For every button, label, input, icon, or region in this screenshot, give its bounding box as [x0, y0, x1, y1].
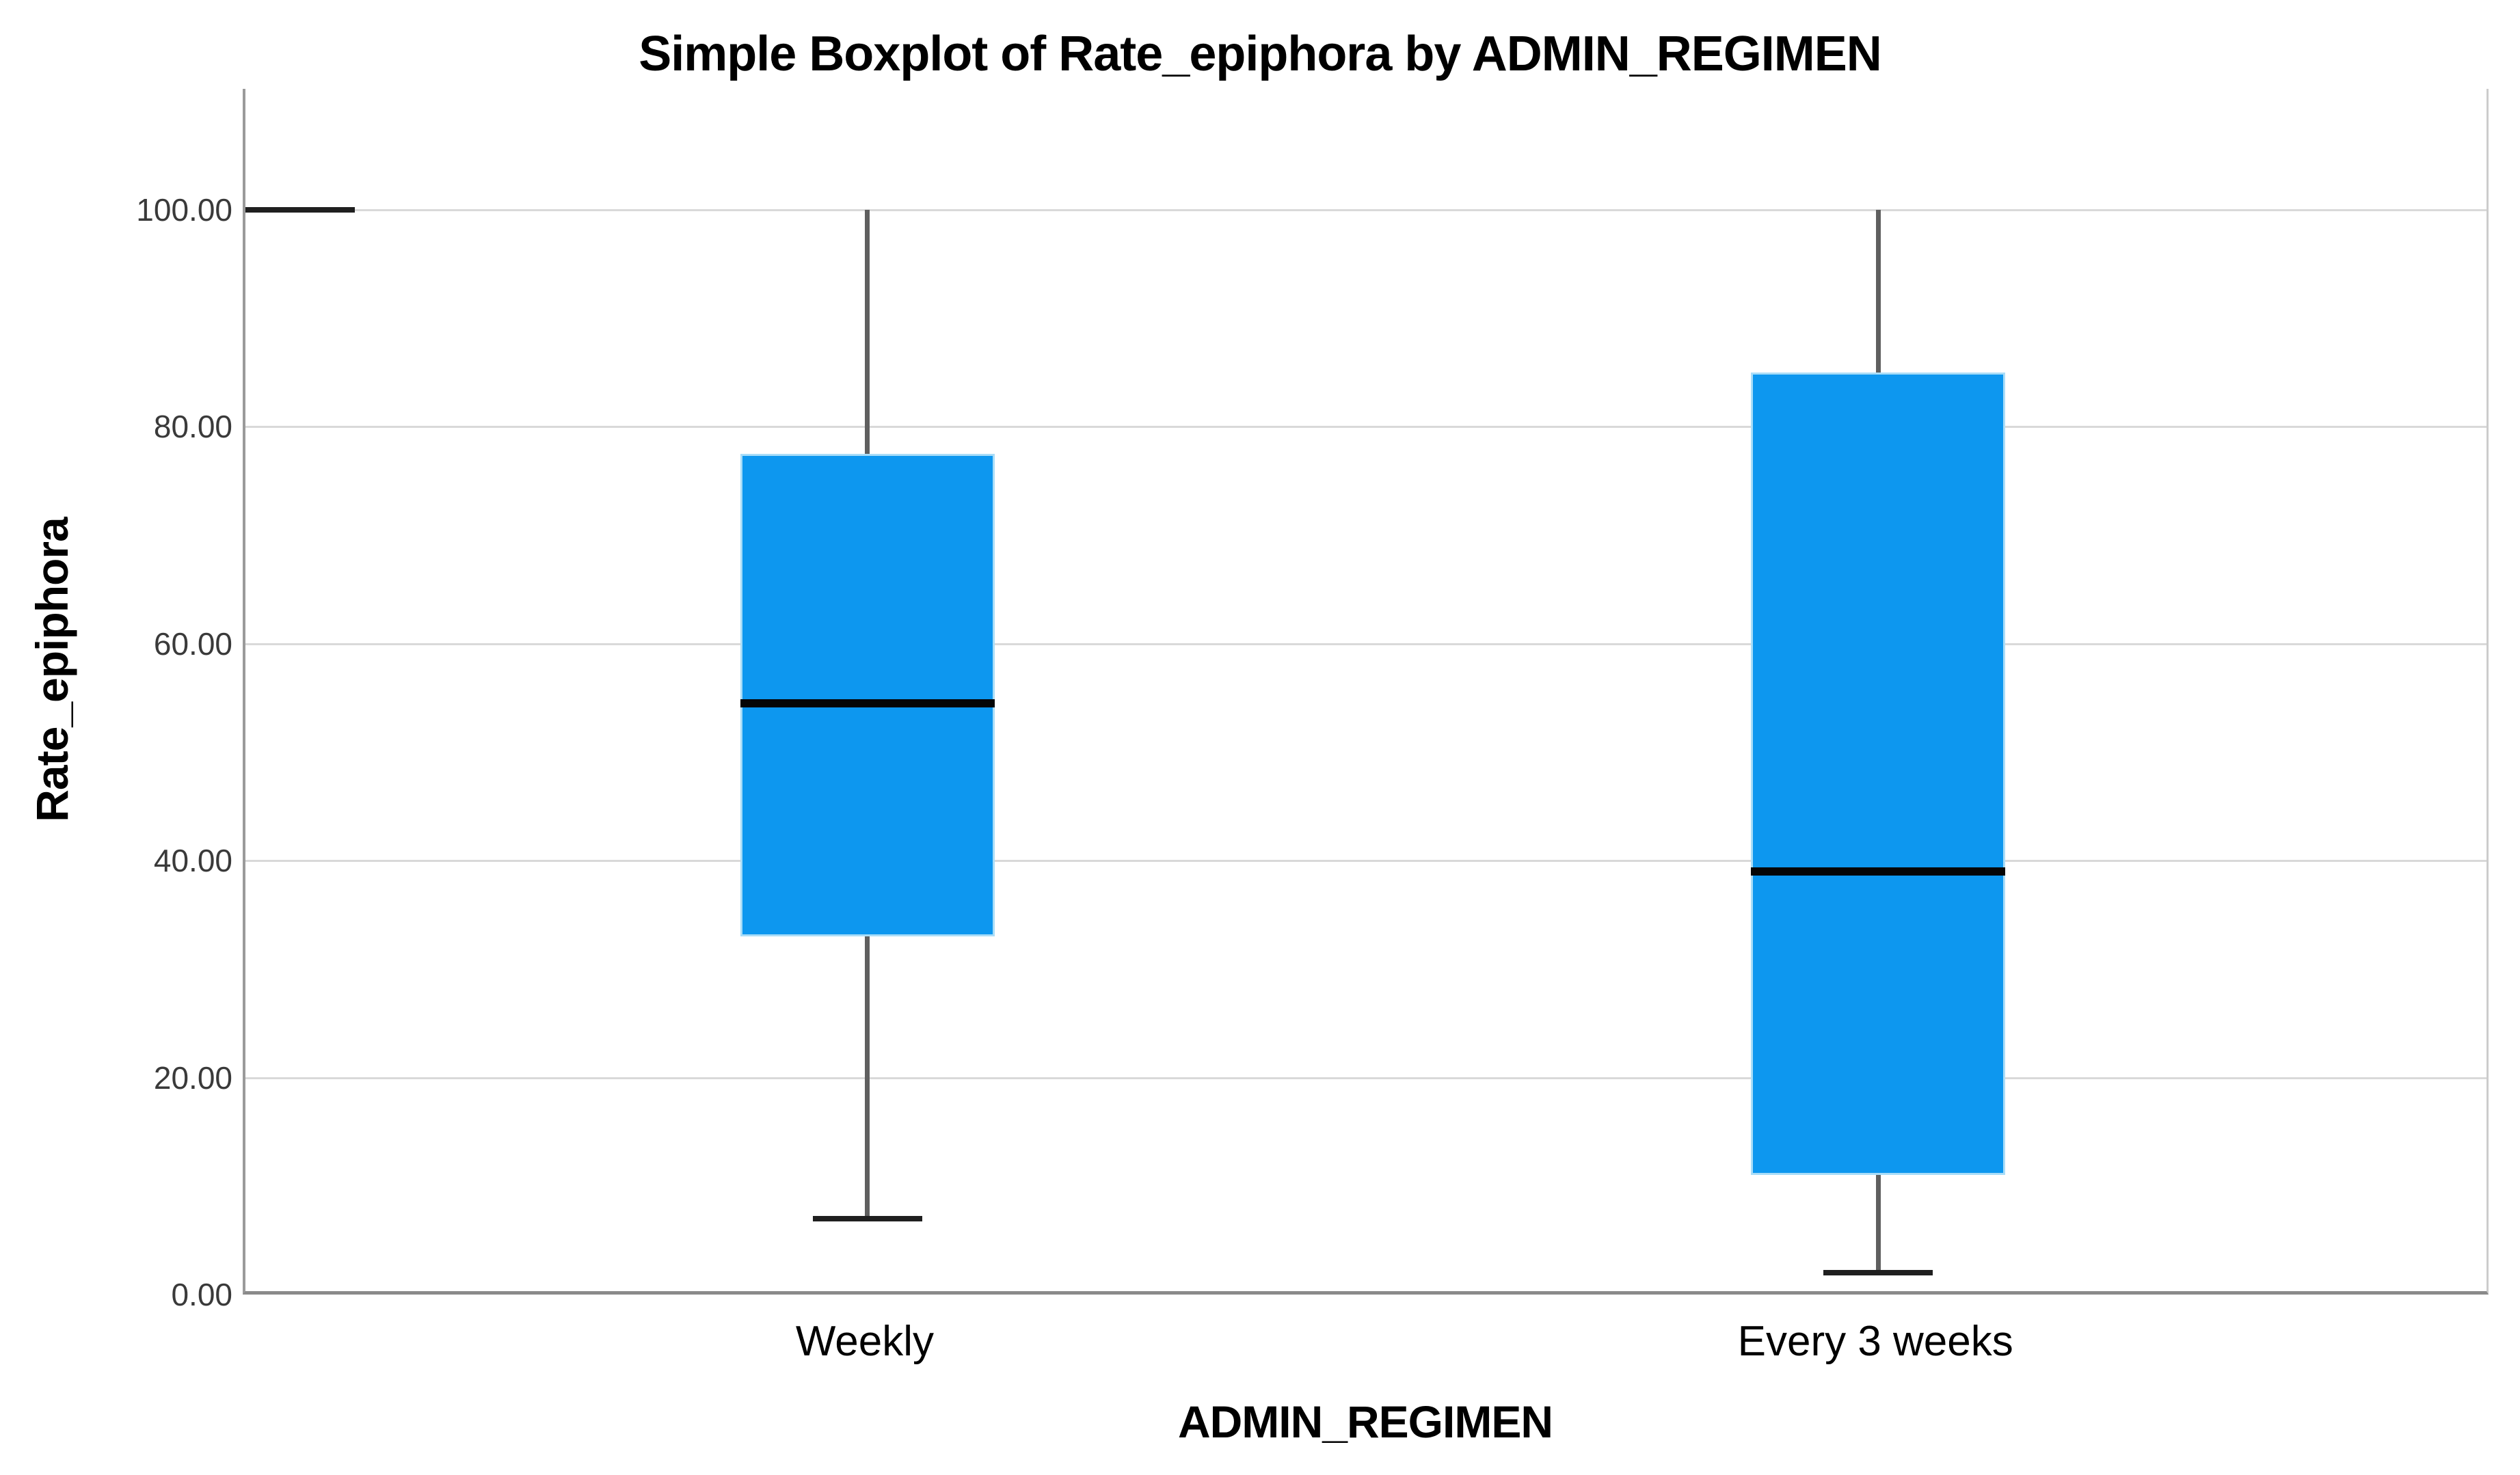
y-tick-label-60: 60.00: [153, 625, 232, 662]
gridline-40: [245, 860, 2487, 863]
y-tick-label-100: 100.00: [136, 192, 232, 228]
gridline-100: [245, 209, 2487, 211]
box-2: [1751, 373, 2006, 1176]
y-axis-title: Rate_epiphora: [27, 517, 77, 822]
y-tick-label-80: 80.00: [153, 409, 232, 445]
median-line-2: [1751, 867, 2006, 876]
y-tick-label-20: 20.00: [153, 1059, 232, 1096]
chart-title: Simple Boxplot of Rate_epiphora by ADMIN…: [639, 27, 1882, 81]
y-tick-label-0: 0.00: [171, 1277, 232, 1312]
y-tick-label-40: 40.00: [153, 843, 232, 879]
box-1: [740, 454, 995, 937]
gridline-20: [245, 1077, 2487, 1079]
whisker-cap-low-2: [1823, 1270, 1933, 1276]
gridline-60: [245, 642, 2487, 645]
gridline-80: [245, 426, 2487, 429]
whisker-cap-low-1: [812, 1215, 922, 1221]
x-axis-title: ADMIN_REGIMEN: [1177, 1396, 1553, 1447]
x-category-label-1: Weekly: [795, 1318, 935, 1365]
median-line-1: [740, 699, 995, 708]
whisker-cap-high-2: [245, 207, 355, 213]
plot-area: [243, 89, 2489, 1295]
x-category-label-2: Every 3 weeks: [1737, 1318, 2013, 1365]
